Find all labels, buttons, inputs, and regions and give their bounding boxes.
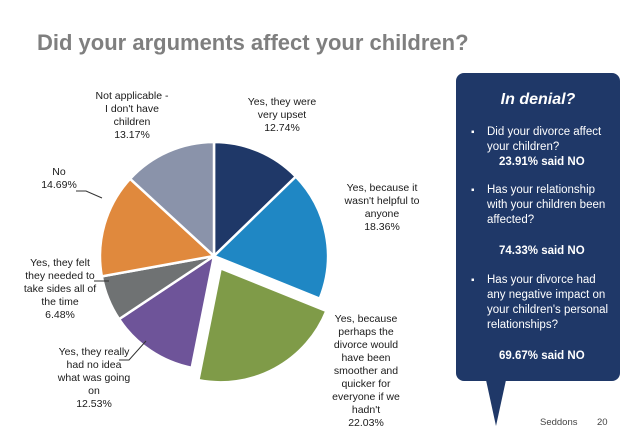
callout-question: Has your relationship with your children… [487, 184, 606, 226]
slice-label-no: No 14.69% [41, 166, 77, 191]
footer-source: Seddons [540, 417, 578, 428]
callout-tail [486, 380, 506, 426]
leader-line [76, 190, 103, 199]
bullet-icon: ▪ [471, 185, 475, 196]
callout-answer: 23.91% said NO [499, 156, 585, 168]
page-title: Did your arguments affect your children? [37, 30, 469, 55]
callout-title: In denial? [500, 91, 576, 108]
pie-slice-no-idea [117, 253, 216, 370]
pie-slice-not-applicable [128, 140, 216, 259]
slice-label-not-helpful: Yes, because it wasn't helpful to anyone… [344, 182, 420, 233]
pie-slice-no [98, 177, 217, 278]
leader-line [119, 340, 147, 361]
callout-question: Did your divorce affect your children? [487, 126, 602, 153]
bullet-icon: ▪ [471, 127, 475, 138]
callout-answer: 69.67% said NO [499, 350, 585, 362]
slice-label-not-applicable: Not applicable - I don't have children 1… [95, 90, 169, 141]
page-number: 20 [597, 417, 608, 428]
callout-question: Has your divorce had any negative impact… [487, 274, 609, 331]
callout-answer: 74.33% said NO [499, 245, 585, 257]
pie-slice-very-upset [212, 140, 298, 259]
bullet-icon: ▪ [471, 275, 475, 286]
pie-slice-smoother [196, 266, 329, 384]
slice-label-very-upset: Yes, they were very upset 12.74% [247, 96, 317, 134]
slice-label-take-sides: Yes, they felt they needed to take sides… [23, 257, 97, 321]
callout-box: In denial? ▪ Did your divorce affect you… [456, 73, 620, 381]
slice-label-smoother: Yes, because perhaps the divorce would h… [332, 313, 400, 429]
pie-slice-not-helpful [211, 174, 330, 301]
slice-label-no-idea: Yes, they really had no idea what was go… [57, 346, 131, 410]
